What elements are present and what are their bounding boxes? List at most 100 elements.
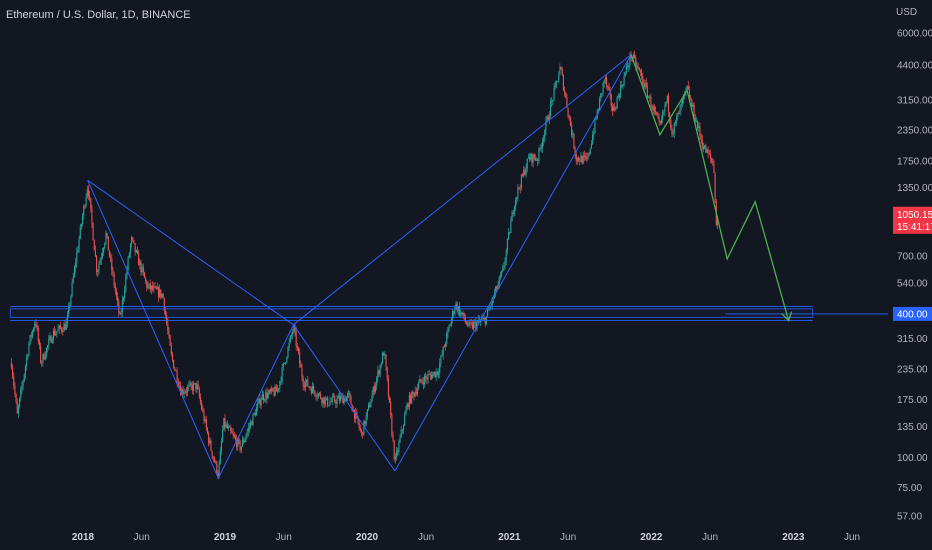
candle-body xyxy=(336,398,338,404)
candle-body xyxy=(341,395,343,397)
candle-body xyxy=(392,434,394,441)
candle xyxy=(393,439,395,462)
candle xyxy=(240,446,242,454)
candle xyxy=(573,132,575,150)
candle xyxy=(41,360,43,367)
candle xyxy=(135,249,137,254)
candle xyxy=(447,326,449,339)
candle xyxy=(627,61,629,69)
candle-body xyxy=(390,402,392,416)
candle-body xyxy=(567,107,569,116)
candle-body xyxy=(114,285,116,292)
candle xyxy=(365,412,367,427)
candle xyxy=(461,312,463,317)
candle xyxy=(511,209,513,222)
candle-body xyxy=(101,252,103,257)
candle-body xyxy=(268,389,270,394)
candle xyxy=(303,380,305,391)
candle-body xyxy=(54,330,56,336)
candle xyxy=(586,152,588,162)
candle-body xyxy=(526,158,528,169)
candle xyxy=(672,129,674,138)
candle xyxy=(169,334,171,347)
candle xyxy=(222,424,224,443)
candle xyxy=(515,197,517,212)
candle-body xyxy=(180,386,182,395)
candle xyxy=(208,431,210,447)
candle-body xyxy=(166,315,168,324)
candle xyxy=(58,324,60,334)
candle xyxy=(423,373,426,388)
candle xyxy=(582,151,584,165)
candle-body xyxy=(383,353,385,356)
candle xyxy=(72,272,74,284)
candle-body xyxy=(387,379,389,397)
candle-body xyxy=(84,206,86,207)
candle xyxy=(495,285,497,298)
candle-body xyxy=(384,354,386,356)
candle-body xyxy=(506,239,508,250)
candle xyxy=(175,369,177,372)
candle xyxy=(663,109,665,116)
candles xyxy=(10,50,719,480)
candle-body xyxy=(371,394,373,403)
candle xyxy=(712,158,714,167)
candle xyxy=(313,383,315,394)
candle-body xyxy=(670,119,672,128)
candle xyxy=(94,245,96,258)
candle-body xyxy=(641,72,643,76)
candle-body xyxy=(475,321,477,329)
candle xyxy=(564,86,566,97)
candle xyxy=(355,407,357,424)
candle-body xyxy=(261,394,263,400)
candle-body xyxy=(425,376,427,378)
candle-body xyxy=(133,240,135,244)
candle-body xyxy=(580,156,582,162)
candle xyxy=(337,393,339,399)
candle xyxy=(226,420,228,430)
candle xyxy=(508,227,510,241)
candle xyxy=(613,104,615,112)
candle xyxy=(544,128,546,143)
candle-body xyxy=(346,394,349,398)
candle xyxy=(318,392,321,397)
candle-body xyxy=(705,145,707,153)
candle xyxy=(98,261,100,276)
candle xyxy=(287,346,289,359)
candle-body xyxy=(239,440,241,451)
candle xyxy=(390,397,392,419)
candle-body xyxy=(58,325,60,329)
candle-body xyxy=(555,81,557,83)
candle-body xyxy=(449,325,451,327)
candle-body xyxy=(138,253,140,266)
candle-body xyxy=(643,83,645,88)
candle xyxy=(304,378,307,392)
candle-body xyxy=(561,69,563,76)
candle xyxy=(248,422,251,433)
candle-body xyxy=(501,271,503,276)
candle xyxy=(241,435,244,448)
candle xyxy=(656,111,658,116)
candle xyxy=(212,456,214,462)
candle-body xyxy=(373,387,375,392)
candle-body xyxy=(139,261,141,266)
candle-body xyxy=(698,126,700,128)
candle xyxy=(557,81,559,83)
candle-body xyxy=(248,426,251,428)
candle-body xyxy=(398,442,400,452)
candle xyxy=(664,102,666,117)
candle xyxy=(614,102,616,112)
candle xyxy=(13,372,15,390)
candle-body xyxy=(107,236,109,251)
candle-body xyxy=(702,146,705,149)
candle-body xyxy=(83,206,85,216)
candle-body xyxy=(444,344,447,347)
candle-body xyxy=(436,371,438,375)
candle xyxy=(133,240,135,244)
candle-body xyxy=(519,188,521,190)
candle-body xyxy=(429,374,431,376)
candle-body xyxy=(264,399,266,401)
candle-body xyxy=(43,353,45,360)
